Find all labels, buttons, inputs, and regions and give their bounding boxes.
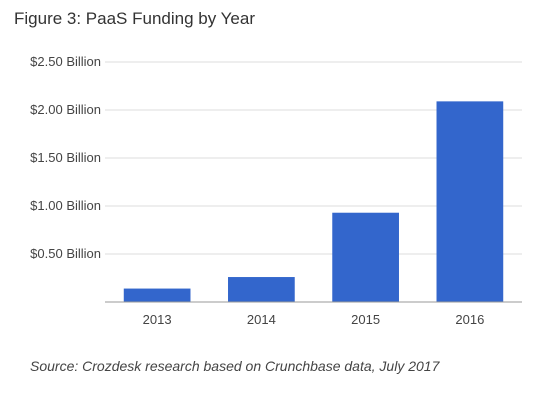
x-tick-label: 2016 [455, 312, 484, 327]
y-tick-label: $2.50 Billion [30, 54, 101, 69]
y-tick-label: $2.00 Billion [30, 102, 101, 117]
chart-title: Figure 3: PaaS Funding by Year [14, 9, 255, 28]
bar-2015 [332, 212, 399, 302]
x-tick-label: 2014 [247, 312, 276, 327]
y-axis-tick-labels: $0.50 Billion $1.00 Billion $1.50 Billion $… [30, 54, 101, 261]
bar-2013 [123, 288, 191, 302]
bar-2014 [228, 277, 295, 302]
y-tick-label: $0.50 Billion [30, 246, 101, 261]
y-tick-label: $1.00 Billion [30, 198, 101, 213]
bars [123, 101, 504, 302]
bar-chart: $0.50 Billion $1.00 Billion $1.50 Billion $… [30, 54, 522, 327]
x-axis-tick-labels: 2013 2014 2015 2016 [143, 312, 485, 327]
y-tick-label: $1.50 Billion [30, 150, 101, 165]
x-tick-label: 2015 [351, 312, 380, 327]
bar-2016 [436, 101, 504, 302]
x-tick-label: 2013 [143, 312, 172, 327]
source-note: Source: Crozdesk research based on Crunc… [30, 358, 440, 374]
